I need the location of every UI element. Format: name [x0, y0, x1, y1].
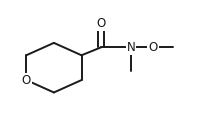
Text: O: O — [148, 41, 158, 54]
Text: N: N — [127, 41, 135, 54]
Text: O: O — [97, 17, 106, 30]
Text: O: O — [22, 74, 31, 87]
